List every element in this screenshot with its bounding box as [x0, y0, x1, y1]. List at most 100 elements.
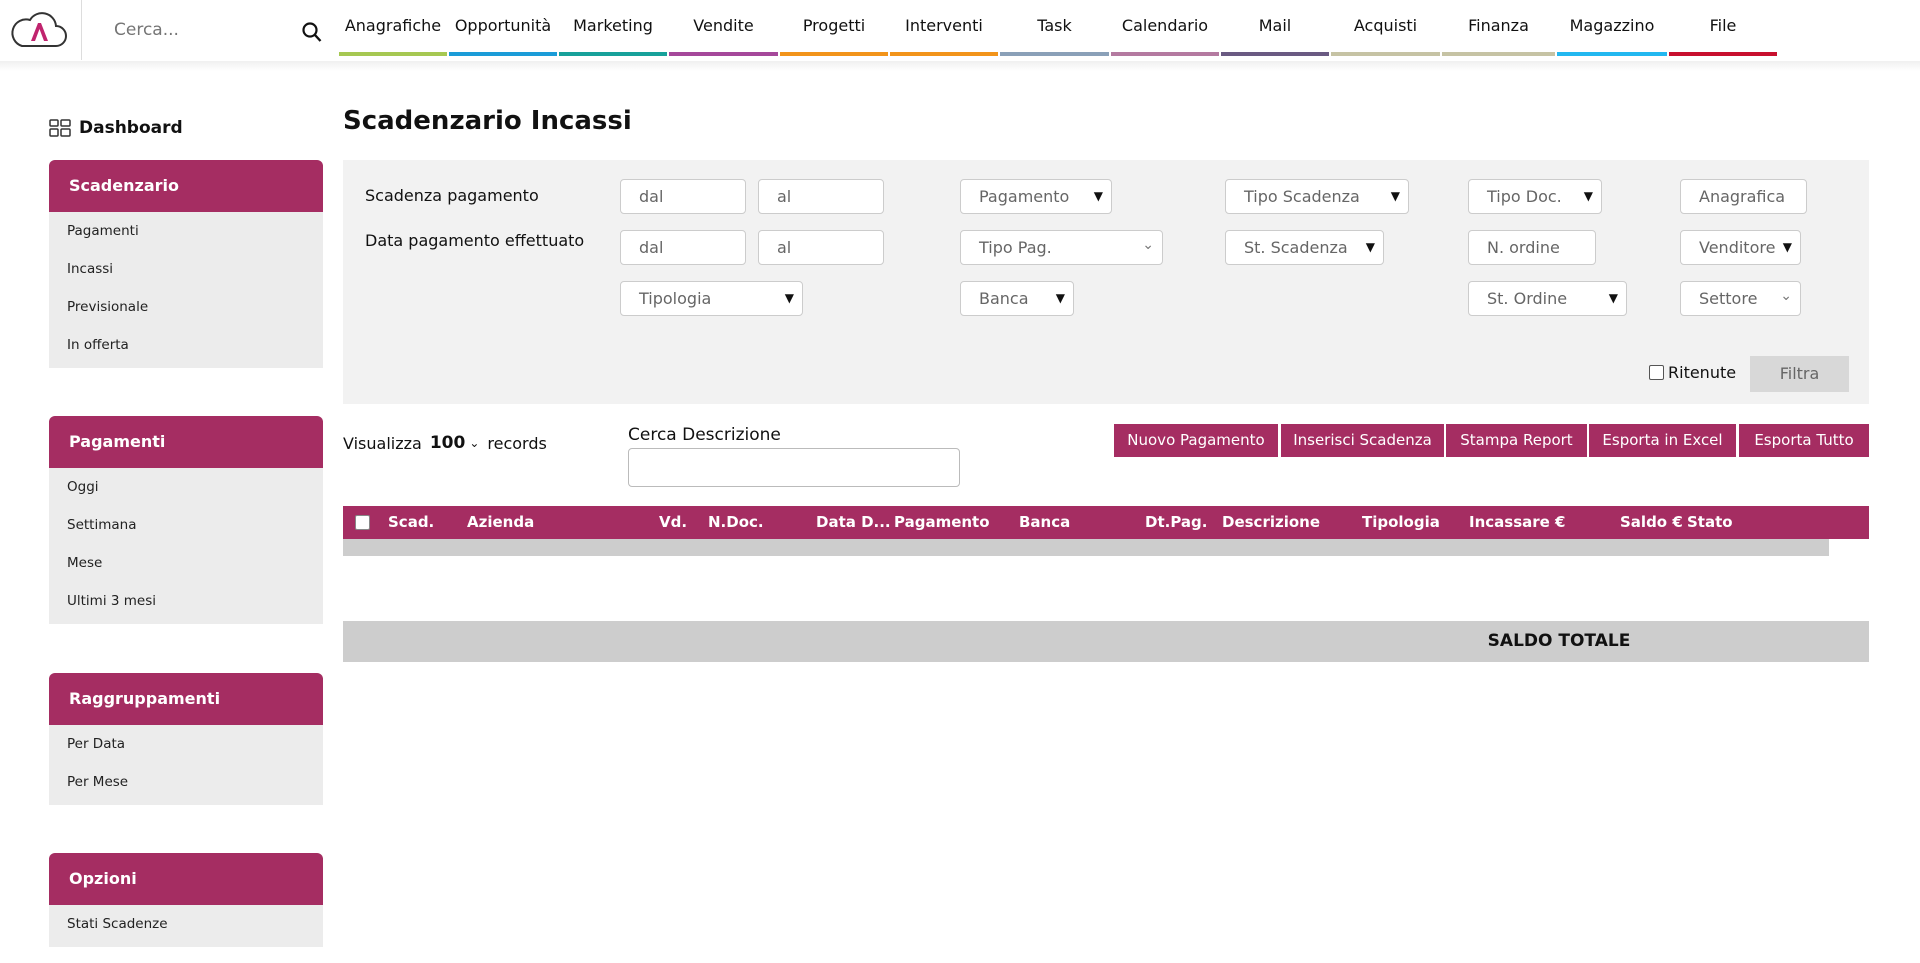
- dal-input[interactable]: dal: [620, 179, 746, 214]
- cerca-descrizione-label: Cerca Descrizione: [628, 425, 781, 445]
- sidebar-section-opzioni: Opzioni Stati Scadenze: [49, 853, 323, 947]
- nav-tab-acquisti[interactable]: Acquisti: [1330, 0, 1441, 58]
- select-all-checkbox[interactable]: [355, 515, 370, 530]
- esporta-tutto-button[interactable]: Esporta Tutto: [1739, 424, 1869, 457]
- column-header[interactable]: Saldo €: [1620, 513, 1683, 531]
- label-data-pagamento: Data pagamento effettuato: [365, 231, 585, 250]
- nav-tab-label: Marketing: [573, 16, 653, 35]
- dashboard-label: Dashboard: [79, 118, 183, 138]
- column-header[interactable]: Scad.: [388, 513, 435, 531]
- filtra-button[interactable]: Filtra: [1750, 356, 1849, 392]
- nav-tab-finanza[interactable]: Finanza: [1441, 0, 1556, 58]
- inserisci-scadenza-button[interactable]: Inserisci Scadenza: [1281, 424, 1444, 457]
- saldo-totale-bar: [343, 621, 1869, 662]
- sidebar-item-pagamenti[interactable]: Pagamenti: [67, 223, 139, 239]
- al-input[interactable]: al: [758, 230, 884, 265]
- nav-tab-task[interactable]: Task: [999, 0, 1110, 58]
- nav-tab-label: Progetti: [802, 16, 866, 35]
- dropdown-triangle-icon: ▼: [1583, 189, 1593, 203]
- column-header[interactable]: Azienda: [467, 513, 535, 531]
- sidebar-item-stati-scadenze[interactable]: Stati Scadenze: [67, 916, 168, 932]
- sidebar-item-per-data[interactable]: Per Data: [67, 736, 126, 752]
- n-ordine-input[interactable]: N. ordine: [1468, 230, 1596, 265]
- venditore-select[interactable]: Venditore ▼: [1680, 230, 1801, 265]
- pagamento-select[interactable]: Pagamento ▼: [960, 179, 1112, 214]
- field-text: St. Scadenza: [1244, 238, 1348, 257]
- records-select[interactable]: 100: [429, 433, 466, 453]
- column-header[interactable]: Data D...: [816, 513, 891, 531]
- nav-tab-mail[interactable]: Mail: [1220, 0, 1330, 58]
- column-header[interactable]: Stato: [1687, 513, 1733, 531]
- dal-input[interactable]: dal: [620, 230, 746, 265]
- column-header[interactable]: Dt.Pag.: [1145, 513, 1208, 531]
- field-text: Banca: [979, 289, 1029, 308]
- nav-tab-color-bar: [339, 52, 447, 56]
- nav-tab-color-bar: [1331, 52, 1440, 56]
- ritenute-checkbox-wrap[interactable]: Ritenute: [1649, 363, 1736, 382]
- nav-tab-interventi[interactable]: Interventi: [889, 0, 999, 58]
- search-input[interactable]: [114, 20, 284, 40]
- sidebar-item-mese[interactable]: Mese: [67, 555, 103, 571]
- column-header[interactable]: Tipologia: [1362, 513, 1440, 531]
- column-header[interactable]: Descrizione: [1222, 513, 1321, 531]
- tipo-scadenza-select[interactable]: Tipo Scadenza ▼: [1225, 179, 1409, 214]
- tipo-doc-select[interactable]: Tipo Doc. ▼: [1468, 179, 1602, 214]
- st-ordine-select[interactable]: St. Ordine ▼: [1468, 281, 1627, 316]
- tipo-pag-select[interactable]: Tipo Pag. ⌄: [960, 230, 1163, 265]
- column-header[interactable]: N.Doc.: [708, 513, 764, 531]
- st-scadenza-select[interactable]: St. Scadenza ▼: [1225, 230, 1384, 265]
- esporta-in-excel-button[interactable]: Esporta in Excel: [1589, 424, 1736, 457]
- table-empty-row: [343, 539, 1829, 556]
- sidebar-item-per-mese[interactable]: Per Mese: [67, 774, 129, 790]
- nav-tab-magazzino[interactable]: Magazzino: [1556, 0, 1668, 58]
- column-header[interactable]: Vd.: [659, 513, 688, 531]
- tipologia-select[interactable]: Tipologia ▼: [620, 281, 803, 316]
- nav-tab-color-bar: [1557, 52, 1667, 56]
- anagrafica-input[interactable]: Anagrafica: [1680, 179, 1807, 214]
- al-input[interactable]: al: [758, 179, 884, 214]
- dropdown-triangle-icon: ▼: [1093, 189, 1103, 203]
- sidebar-item-settimana[interactable]: Settimana: [67, 517, 137, 533]
- banca-select[interactable]: Banca ▼: [960, 281, 1074, 316]
- nav-tab-label: Opportunità: [454, 16, 552, 35]
- header-shadow: [0, 61, 1920, 71]
- sidebar-item-previsionale[interactable]: Previsionale: [67, 299, 149, 315]
- sidebar-item-incassi[interactable]: Incassi: [67, 261, 114, 277]
- sidebar-item-in-offerta[interactable]: In offerta: [67, 337, 129, 353]
- sidebar-item-oggi[interactable]: Oggi: [67, 479, 99, 495]
- chevron-down-icon[interactable]: ⌄: [469, 436, 480, 450]
- nav-tab-color-bar: [1442, 52, 1555, 56]
- dropdown-triangle-icon: ▼: [1608, 291, 1618, 305]
- nav-tab-label: Calendario: [1121, 16, 1209, 35]
- column-header[interactable]: Banca: [1019, 513, 1071, 531]
- sidebar-item-ultimi-3-mesi[interactable]: Ultimi 3 mesi: [67, 593, 156, 609]
- sidebar-section-title[interactable]: Opzioni: [49, 853, 323, 905]
- sidebar-section-title[interactable]: Pagamenti: [49, 416, 323, 468]
- settore-select[interactable]: Settore ⌄: [1680, 281, 1801, 316]
- cerca-descrizione-input[interactable]: [628, 448, 960, 487]
- app-logo[interactable]: [10, 10, 67, 50]
- sidebar-section-title[interactable]: Scadenzario: [49, 160, 323, 212]
- nav-tab-color-bar: [1221, 52, 1329, 56]
- page-title: Scadenzario Incassi: [343, 106, 632, 136]
- ritenute-checkbox[interactable]: [1649, 365, 1664, 380]
- sidebar-dashboard-link[interactable]: Dashboard: [49, 118, 183, 138]
- nuovo-pagamento-button[interactable]: Nuovo Pagamento: [1114, 424, 1278, 457]
- nav-tab-progetti[interactable]: Progetti: [779, 0, 889, 58]
- saldo-totale-label: SALDO TOTALE: [1487, 631, 1631, 651]
- column-header[interactable]: Incassare €: [1469, 513, 1566, 531]
- sidebar-section-title[interactable]: Raggruppamenti: [49, 673, 323, 725]
- nav-tab-calendario[interactable]: Calendario: [1110, 0, 1220, 58]
- nav-tab-file[interactable]: File: [1668, 0, 1778, 58]
- column-header[interactable]: Pagamento: [894, 513, 990, 531]
- table-header: [343, 506, 1869, 539]
- nav-tab-marketing[interactable]: Marketing: [558, 0, 668, 58]
- nav-tab-vendite[interactable]: Vendite: [668, 0, 779, 58]
- nav-tab-label: File: [1709, 16, 1737, 35]
- search-icon[interactable]: [302, 21, 322, 43]
- nav-tab-anagrafiche[interactable]: Anagrafiche: [338, 0, 448, 58]
- top-header: Anagrafiche Opportunità Marketing Vendite Pr…: [0, 0, 1920, 61]
- nav-tab-opportunità[interactable]: Opportunità: [448, 0, 558, 58]
- field-text: Settore: [1699, 289, 1758, 308]
- stampa-report-button[interactable]: Stampa Report: [1446, 424, 1587, 457]
